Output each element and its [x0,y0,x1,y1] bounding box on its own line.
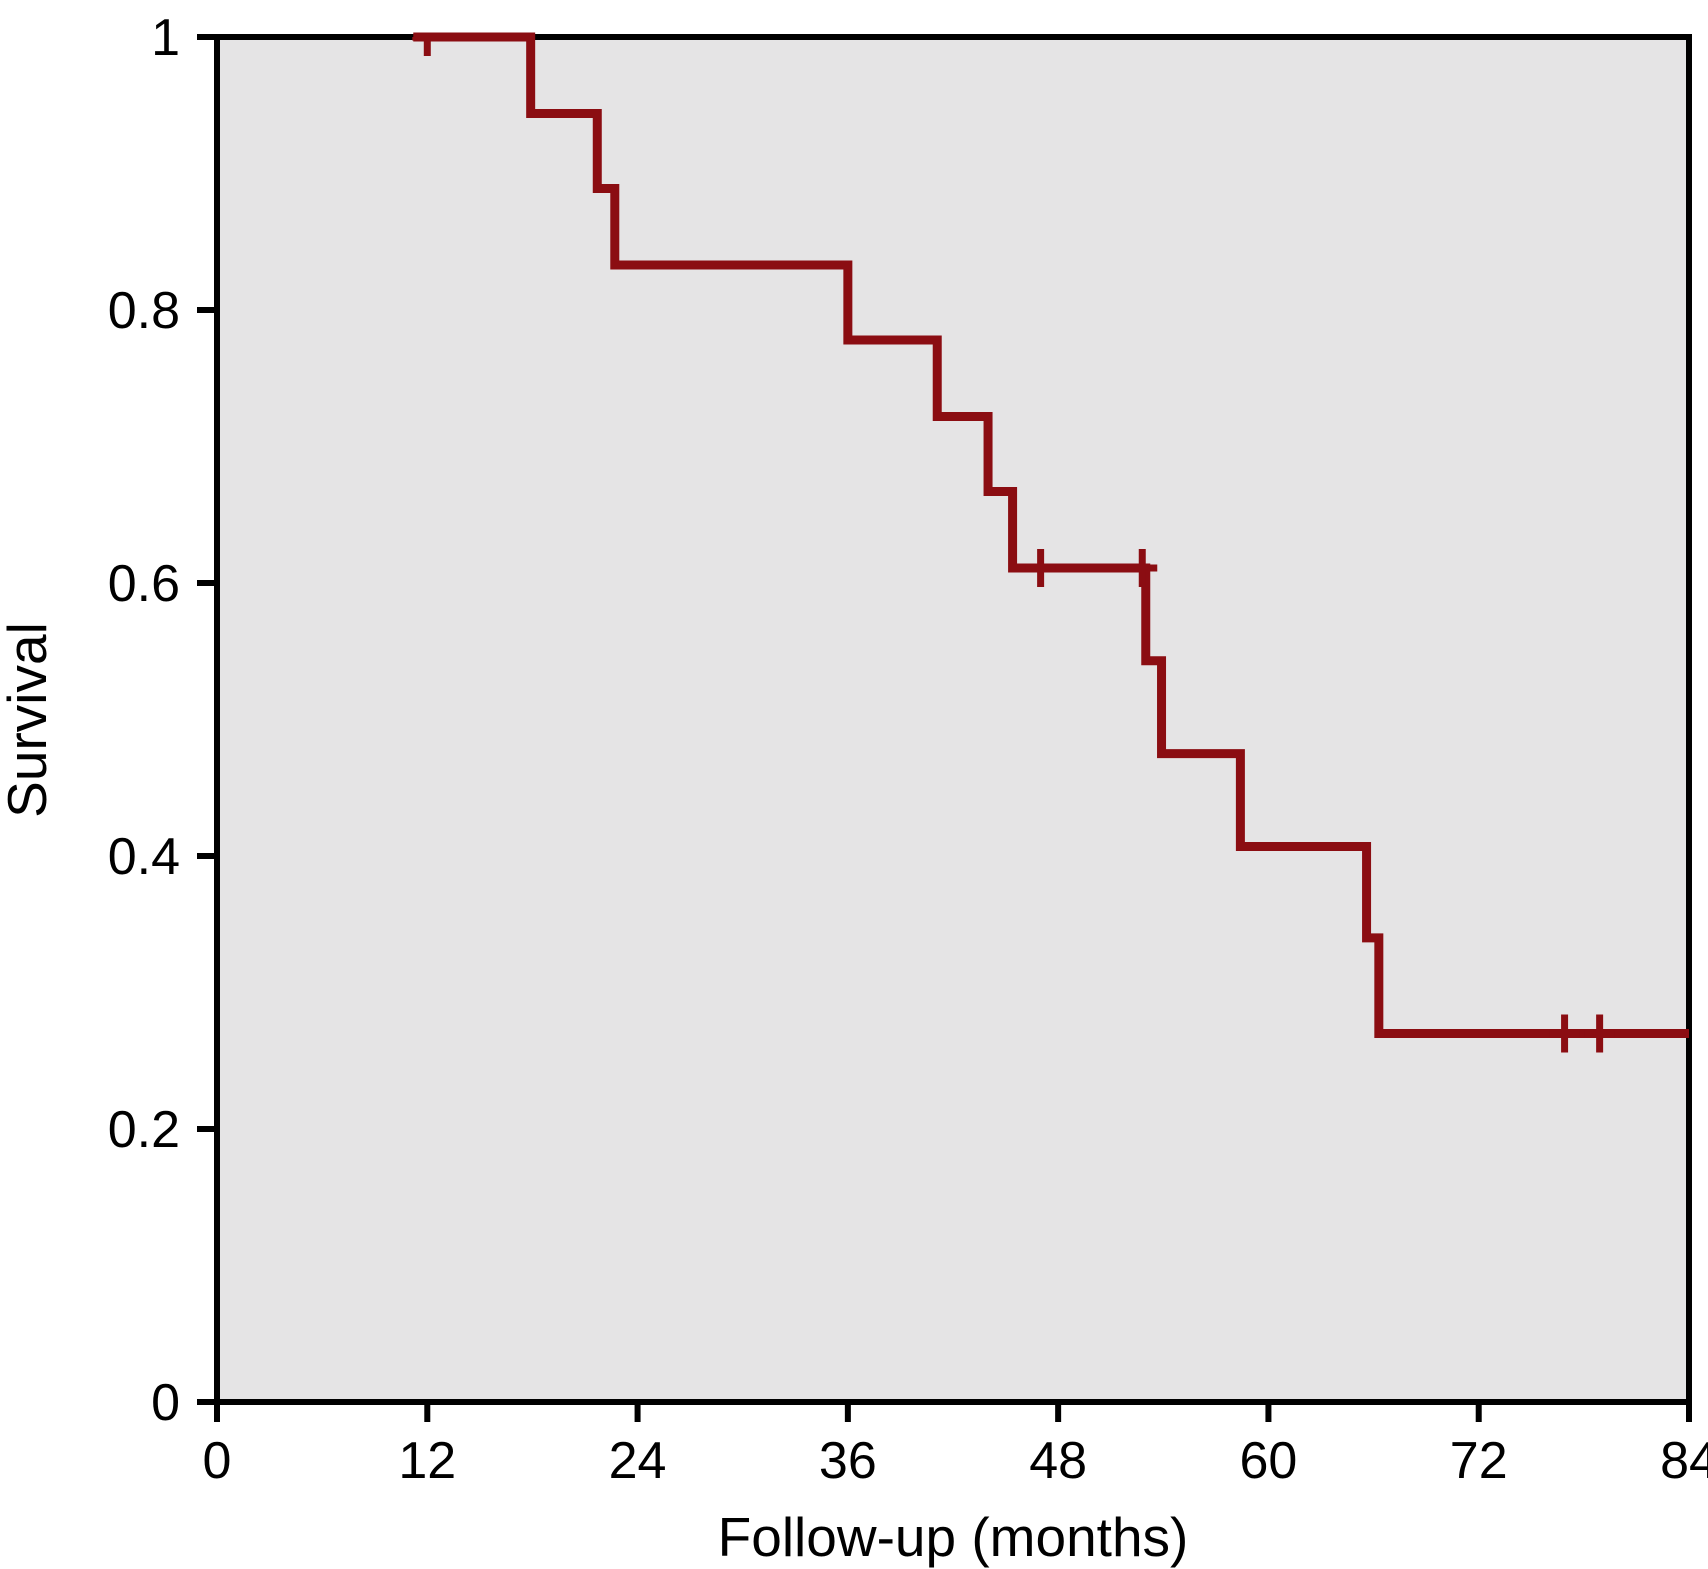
y-tick-label: 0.2 [108,1101,180,1159]
y-tick-label: 0 [151,1374,180,1432]
y-axis-title: Survival [0,622,58,818]
censor-marks [412,37,1615,1053]
plot-area [217,37,1689,1402]
x-tick-label: 24 [609,1432,667,1490]
plot-frame [214,34,1692,1405]
x-tick-label: 48 [1029,1432,1087,1490]
survival-curve [413,32,1689,1038]
y-tick-label: 1 [151,9,180,67]
x-tick-label: 72 [1450,1432,1508,1490]
y-tick-label: 0.6 [108,555,180,613]
x-tick-label: 12 [398,1432,456,1490]
x-tick-label: 36 [819,1432,877,1490]
x-axis-title: Follow-up (months) [718,1506,1189,1568]
x-tick-label: 0 [203,1432,232,1490]
tick-labels: 0 12 24 36 48 60 72 84 0 0.2 0.4 0.6 0.8 1 [108,9,1708,1490]
axis-ticks [197,34,1692,1422]
x-tick-label: 60 [1240,1432,1298,1490]
y-tick-label: 0.4 [108,828,180,886]
x-tick-label: 84 [1660,1432,1708,1490]
y-tick-label: 0.8 [108,282,180,340]
survival-curve-layer [412,32,1689,1053]
